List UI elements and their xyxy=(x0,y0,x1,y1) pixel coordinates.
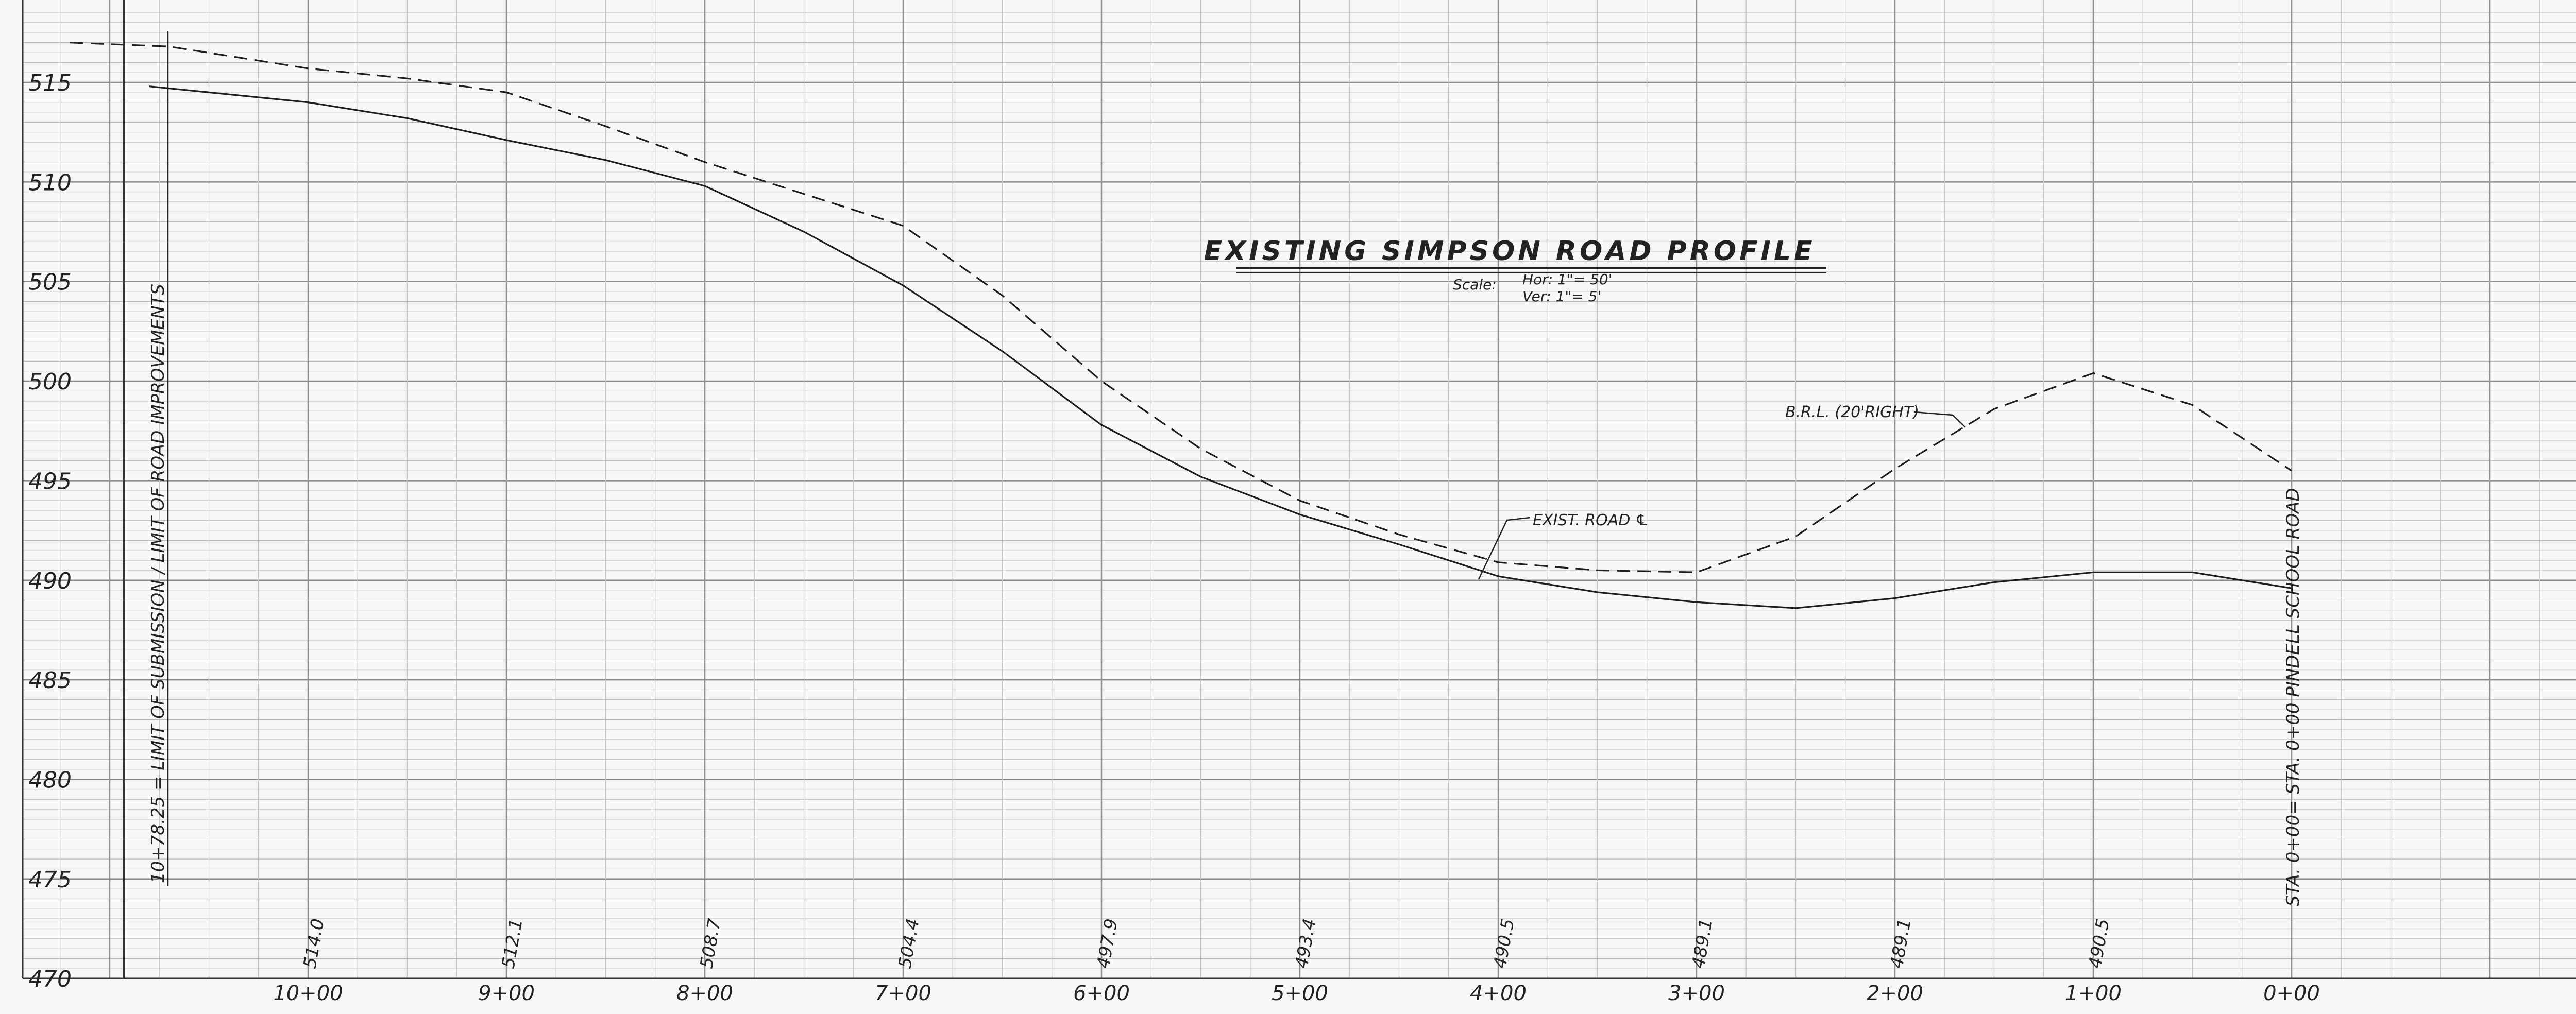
x-tick-label: 5+00 xyxy=(1272,982,1328,1005)
station-elevation-label: 512.1 xyxy=(498,917,527,970)
y-tick-label-left: 480 xyxy=(28,767,72,793)
station-elevation-label: 514.0 xyxy=(299,917,328,970)
annotations: B.R.L. (20'RIGHT) EXIST. ROAD ℄ 10+78.25… xyxy=(148,31,2303,906)
road-label: EXIST. ROAD ℄ xyxy=(1533,511,1649,529)
y-tick-label-left: 485 xyxy=(28,667,72,694)
x-tick-label: 4+00 xyxy=(1470,982,1527,1005)
y-tick-label-left: 515 xyxy=(28,70,72,96)
left-limit-note: 10+78.25 = LIMIT OF SUBMISSION / LIMIT O… xyxy=(148,284,168,883)
station-elevation-label: 493.4 xyxy=(1291,917,1320,970)
x-tick-label: 9+00 xyxy=(478,982,535,1005)
road-leader xyxy=(1478,517,1531,580)
scale-horizontal: Hor: 1"= 50' xyxy=(1522,271,1612,288)
x-tick-label: 1+00 xyxy=(2065,982,2122,1005)
station-elevation-label: 489.1 xyxy=(1688,917,1717,970)
x-tick-label: 8+00 xyxy=(676,982,733,1005)
axes xyxy=(22,0,2576,979)
y-tick-label-left: 510 xyxy=(28,169,72,196)
station-elevation-label: 489.1 xyxy=(1886,917,1915,970)
station-elevation-label: 504.4 xyxy=(894,917,923,970)
brl-leader xyxy=(1913,411,1966,428)
x-tick-label: 6+00 xyxy=(1073,982,1130,1005)
chart-title: EXISTING SIMPSON ROAD PROFILE xyxy=(1204,236,1815,267)
y-tick-label-left: 500 xyxy=(28,369,72,395)
y-tick-label-left: 490 xyxy=(28,568,72,594)
grid xyxy=(23,0,2576,978)
station-elevation-label: 497.9 xyxy=(1093,917,1122,970)
x-tick-label: 3+00 xyxy=(1668,982,1725,1005)
x-tick-label: 2+00 xyxy=(1867,982,1923,1005)
x-tick-label: 0+00 xyxy=(2263,982,2320,1005)
station-elevation-label: 490.5 xyxy=(1489,917,1518,970)
y-tick-label-left: 475 xyxy=(28,867,72,893)
right-limit-note: STA. 0+00= STA. 0+00 PINDELL SCHOOL ROAD xyxy=(2283,488,2303,906)
series-line-road xyxy=(149,85,2292,609)
station-elevation-label: 508.7 xyxy=(696,917,725,970)
y-tick-label-left: 495 xyxy=(28,468,72,494)
brl-label: B.R.L. (20'RIGHT) xyxy=(1785,403,1919,421)
station-elevation-label: 490.5 xyxy=(2084,917,2113,970)
x-tick-label: 7+00 xyxy=(875,982,931,1005)
series-layer xyxy=(70,42,2292,609)
y-tick-label-left: 505 xyxy=(28,269,72,296)
title-block: EXISTING SIMPSON ROAD PROFILE Scale: Hor… xyxy=(1204,236,1826,305)
labels-layer: 5155155105105055055005004954954904904854… xyxy=(28,70,2320,1005)
scale-label: Scale: xyxy=(1453,276,1497,293)
scale-vertical: Ver: 1"= 5' xyxy=(1522,288,1601,305)
y-tick-label-left: 470 xyxy=(28,966,72,992)
x-tick-label: 10+00 xyxy=(273,982,343,1005)
